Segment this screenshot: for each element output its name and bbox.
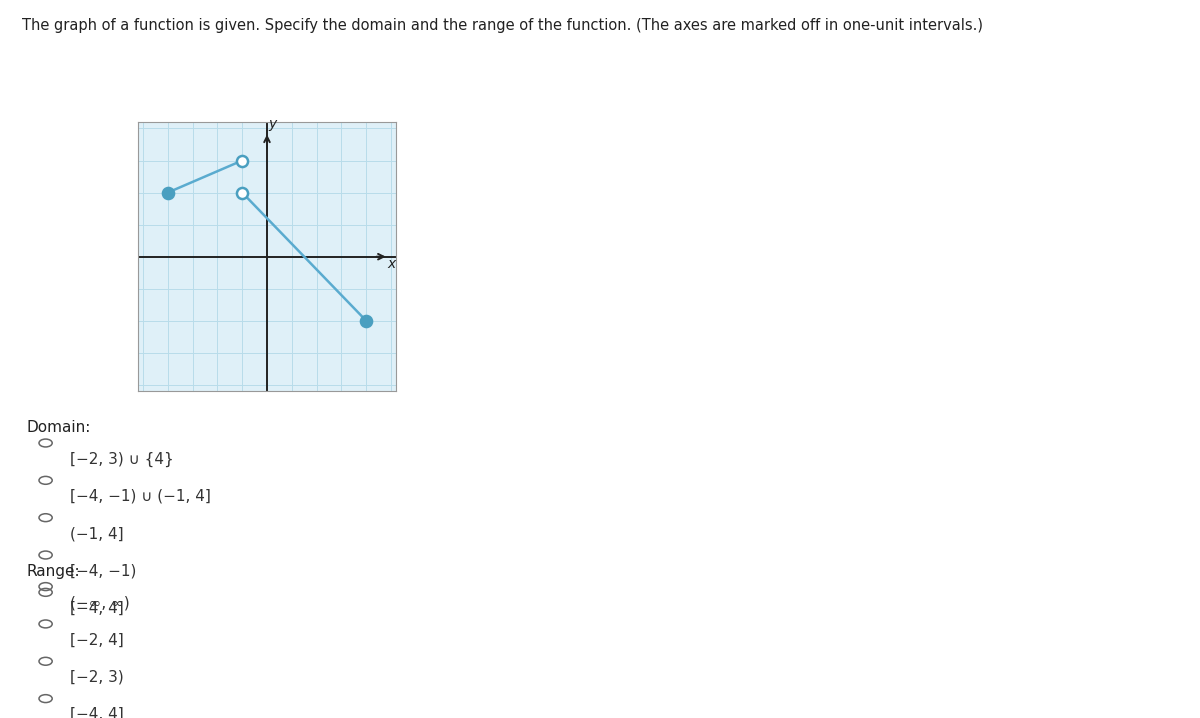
Text: x: x — [386, 257, 395, 271]
Text: Range:: Range: — [26, 564, 80, 579]
Text: (−∞, ∞): (−∞, ∞) — [70, 595, 130, 610]
Text: (−1, 4]: (−1, 4] — [70, 526, 124, 541]
Text: [−4, 4]: [−4, 4] — [70, 707, 124, 718]
Text: The graph of a function is given. Specify the domain and the range of the functi: The graph of a function is given. Specif… — [22, 18, 983, 33]
Text: Domain:: Domain: — [26, 420, 91, 435]
Text: [−4, −1): [−4, −1) — [70, 564, 136, 579]
Text: y: y — [269, 118, 276, 131]
Text: [−2, 3) ∪ {4}: [−2, 3) ∪ {4} — [70, 452, 173, 467]
Text: [−2, 3): [−2, 3) — [70, 670, 124, 685]
Text: [−2, 4]: [−2, 4] — [70, 633, 124, 648]
Text: [−4, 4]: [−4, 4] — [70, 601, 124, 616]
Text: [−4, −1) ∪ (−1, 4]: [−4, −1) ∪ (−1, 4] — [70, 489, 210, 504]
